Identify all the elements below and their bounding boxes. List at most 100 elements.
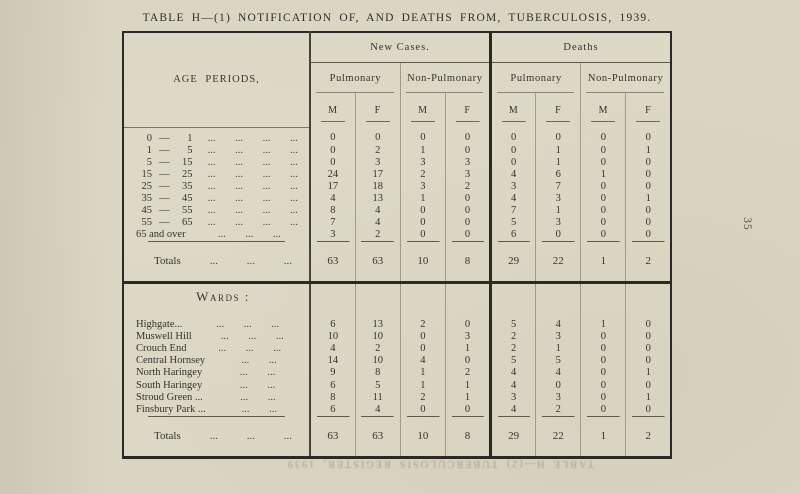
row-label: Stroud Green ... ... ... xyxy=(123,392,310,404)
value-cell: 10 xyxy=(308,330,356,343)
value-cell: 0 xyxy=(488,144,536,157)
dot-leader: ... ... ... ... xyxy=(207,156,298,168)
value-cell: 1 xyxy=(580,240,626,284)
value-cell: 3 xyxy=(535,330,581,343)
sex-header: M xyxy=(580,93,626,127)
table-header-subgroups: Pulmonary Non-Pulmonary Pulmonary Non-Pu… xyxy=(123,62,671,93)
dot-leader: ... ... ... ... xyxy=(207,168,298,180)
value-cell: 4 xyxy=(488,192,536,205)
dot-leader: ... ... xyxy=(241,403,278,415)
value-cell: 2 xyxy=(354,342,401,356)
value-cell: 0 xyxy=(625,228,671,241)
value-cell: 3 xyxy=(399,180,446,193)
ward-row: Highgate...... ... ... 6 13 2 0 5 4 1 0 xyxy=(123,313,671,331)
value-cell: 0 xyxy=(580,367,626,380)
row-label: 55—65... ... ... ... xyxy=(141,216,298,228)
value-cell: 4 xyxy=(488,403,536,417)
value-cell: 1 xyxy=(444,342,491,356)
dot-leader: ... ... ... ... xyxy=(207,192,298,204)
value-cell: 10 xyxy=(354,355,401,368)
value-cell: 0 xyxy=(580,355,626,368)
value-cell: 1 xyxy=(625,367,671,380)
value-cell: 3 xyxy=(399,156,446,169)
sex-header: M xyxy=(399,93,446,127)
value-cell: 4 xyxy=(535,313,581,331)
row-label-text: Muswell Hill xyxy=(136,330,192,342)
value-cell: 22 xyxy=(535,416,581,458)
value-cell: 6 xyxy=(535,168,581,181)
empty-cell xyxy=(399,282,446,314)
value-cell: 17 xyxy=(354,168,401,181)
row-label: South Haringey ... ... xyxy=(123,380,310,392)
value-cell: 6 xyxy=(308,313,356,331)
value-cell: 0 xyxy=(399,330,446,343)
value-cell: 0 xyxy=(444,127,491,145)
value-cell: 0 xyxy=(488,127,536,145)
value-cell: 3 xyxy=(444,156,491,169)
value-cell: 1 xyxy=(399,144,446,157)
value-cell: 0 xyxy=(580,342,626,356)
row-label: Muswell Hill ... ... ... xyxy=(123,331,310,343)
age-row: 25—35... ... ... ... 17 18 3 2 3 7 0 0 xyxy=(123,180,671,193)
value-cell: 0 xyxy=(399,216,446,229)
value-cell: 8 xyxy=(354,367,401,380)
value-cell: 2 xyxy=(354,228,401,241)
value-cell: 4 xyxy=(399,355,446,368)
age-rows-section: 0—1... ... ... ... 0 0 0 0 0 0 0 0 1—5... ... ...… xyxy=(123,127,671,284)
row-label: 35—45... ... ... ... xyxy=(141,192,298,204)
row-label-text: Stroud Green ... xyxy=(136,391,203,403)
value-cell: 0 xyxy=(580,330,626,343)
value-cell: 63 xyxy=(308,240,356,284)
row-label: Highgate... ... ... ... xyxy=(123,314,310,331)
table-title: TABLE H—(1) NOTIFICATION OF, AND DEATHS … xyxy=(142,12,652,24)
value-cell: 1 xyxy=(625,192,671,205)
row-label: 65 and over ... ... ... xyxy=(123,229,310,241)
value-cell: 7 xyxy=(308,216,356,229)
value-cell: 0 xyxy=(399,228,446,241)
value-cell: 63 xyxy=(354,240,401,284)
value-cell: 2 xyxy=(488,342,536,356)
sex-header: F xyxy=(444,93,491,127)
new-cases-header: New Cases. xyxy=(309,32,491,63)
value-cell: 7 xyxy=(488,204,536,217)
ward-row: North Haringey... ... 9 8 1 2 4 4 0 1 xyxy=(123,367,671,380)
value-cell: 6 xyxy=(308,379,356,392)
value-cell: 0 xyxy=(625,204,671,217)
value-cell: 2 xyxy=(444,180,491,193)
value-cell: 2 xyxy=(625,416,671,458)
value-cell: 2 xyxy=(488,330,536,343)
value-cell: 0 xyxy=(399,403,446,417)
page-number: 35 xyxy=(740,217,753,231)
value-cell: 13 xyxy=(354,313,401,331)
value-cell: 10 xyxy=(399,240,446,284)
value-cell: 2 xyxy=(535,403,581,417)
value-cell: 17 xyxy=(308,180,356,193)
value-cell: 2 xyxy=(399,168,446,181)
value-cell: 0 xyxy=(444,192,491,205)
value-cell: 9 xyxy=(308,367,356,380)
row-label: 15—25... ... ... ... xyxy=(141,168,298,180)
value-cell: 0 xyxy=(625,156,671,169)
dot-leader: ... ... ... ... xyxy=(207,204,298,216)
value-cell: 0 xyxy=(308,144,356,157)
age-row: 45—55... ... ... ... 8 4 0 0 7 1 0 0 xyxy=(123,204,671,217)
value-cell: 0 xyxy=(625,127,671,145)
value-cell: 63 xyxy=(308,416,356,458)
value-cell: 24 xyxy=(308,168,356,181)
tuberculosis-table: AGE PERIODS, New Cases. Deaths Pulmonary… xyxy=(122,31,672,460)
dot-leader: ... ... ... xyxy=(216,318,280,330)
sex-header: M xyxy=(488,93,536,127)
value-cell: 1 xyxy=(535,144,581,157)
value-cell: 1 xyxy=(625,144,671,157)
value-cell: 1 xyxy=(399,367,446,380)
value-cell: 0 xyxy=(444,204,491,217)
value-cell: 1 xyxy=(535,204,581,217)
value-cell: 0 xyxy=(625,216,671,229)
value-cell: 0 xyxy=(580,156,626,169)
value-cell: 0 xyxy=(535,127,581,145)
row-label: 5—15... ... ... ... xyxy=(146,156,298,168)
value-cell: 4 xyxy=(354,204,401,217)
ward-row: Finsbury Park ...... ... 6 4 0 0 4 2 0 0 xyxy=(123,403,671,417)
value-cell: 0 xyxy=(354,127,401,145)
value-cell: 3 xyxy=(535,192,581,205)
